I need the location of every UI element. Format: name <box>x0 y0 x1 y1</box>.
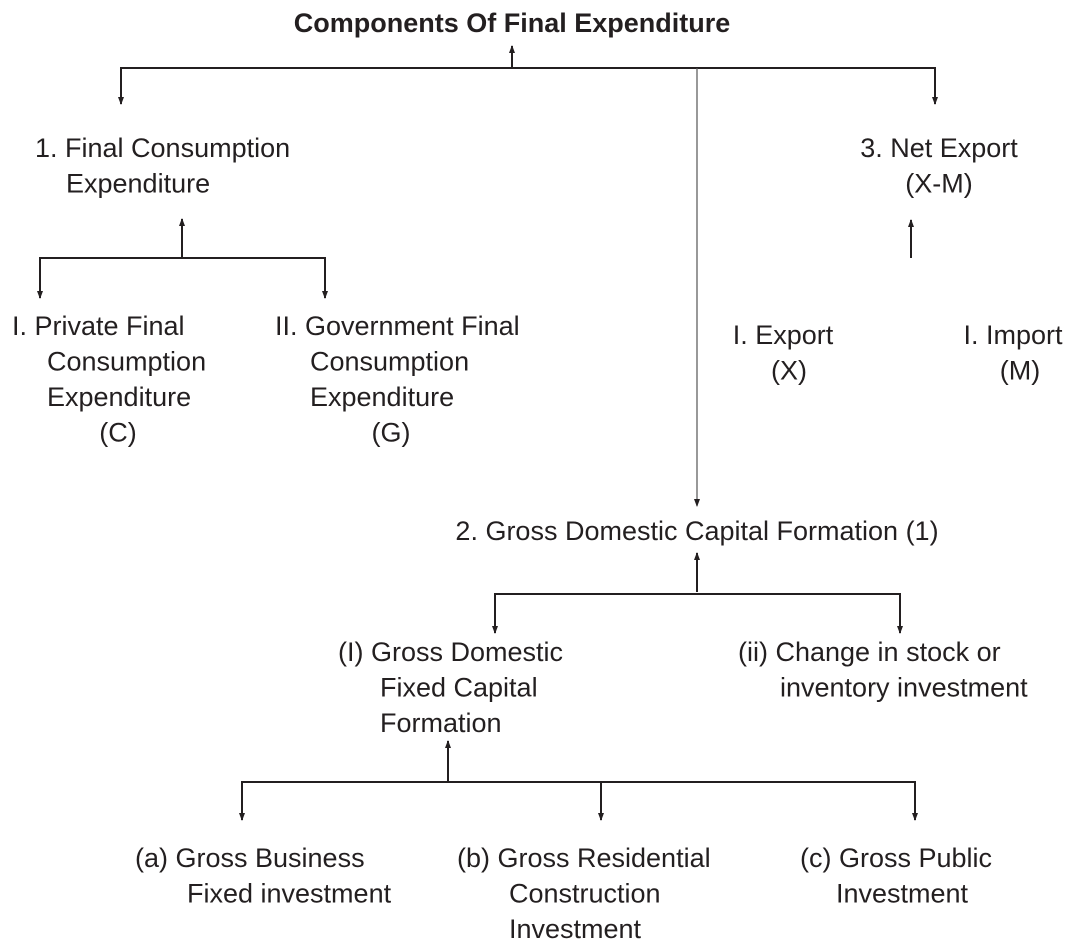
node-label: Fixed Capital <box>380 673 538 703</box>
node-label: (M) <box>1000 356 1040 386</box>
node-label: (G) <box>372 418 411 448</box>
title: Components Of Final Expenditure <box>294 8 731 38</box>
node-label: Investment <box>509 914 642 944</box>
node-label: I. Import <box>963 320 1063 350</box>
node-label: 1. Final Consumption <box>35 133 290 163</box>
node-label: I. Export <box>733 320 834 350</box>
node-label: Fixed investment <box>187 879 392 909</box>
node-label: (a) Gross Business <box>135 843 365 873</box>
node-label: I. Private Final <box>12 311 185 341</box>
node-label: Expenditure <box>47 382 191 412</box>
node-label: (c) Gross Public <box>800 843 992 873</box>
node-label: Expenditure <box>310 382 454 412</box>
node-label: Investment <box>836 879 969 909</box>
node-label: Formation <box>380 708 502 738</box>
node-label: (C) <box>99 418 136 448</box>
node-label: inventory investment <box>780 673 1028 703</box>
connectors <box>37 45 938 821</box>
node-label: II. Government Final <box>275 311 520 341</box>
node-label: 3. Net Export <box>860 133 1018 163</box>
node-label: (I) Gross Domestic <box>338 637 563 667</box>
node-label: Construction <box>509 879 661 909</box>
node-label: (ii) Change in stock or <box>738 637 1001 667</box>
node-label: (X) <box>771 356 807 386</box>
node-label: (b) Gross Residential <box>457 843 711 873</box>
node-label: Consumption <box>47 347 206 377</box>
node-label: Expenditure <box>66 169 210 199</box>
node-label: 2. Gross Domestic Capital Formation (1) <box>455 516 938 546</box>
node-label: Consumption <box>310 347 469 377</box>
node-label: (X-M) <box>905 169 972 199</box>
